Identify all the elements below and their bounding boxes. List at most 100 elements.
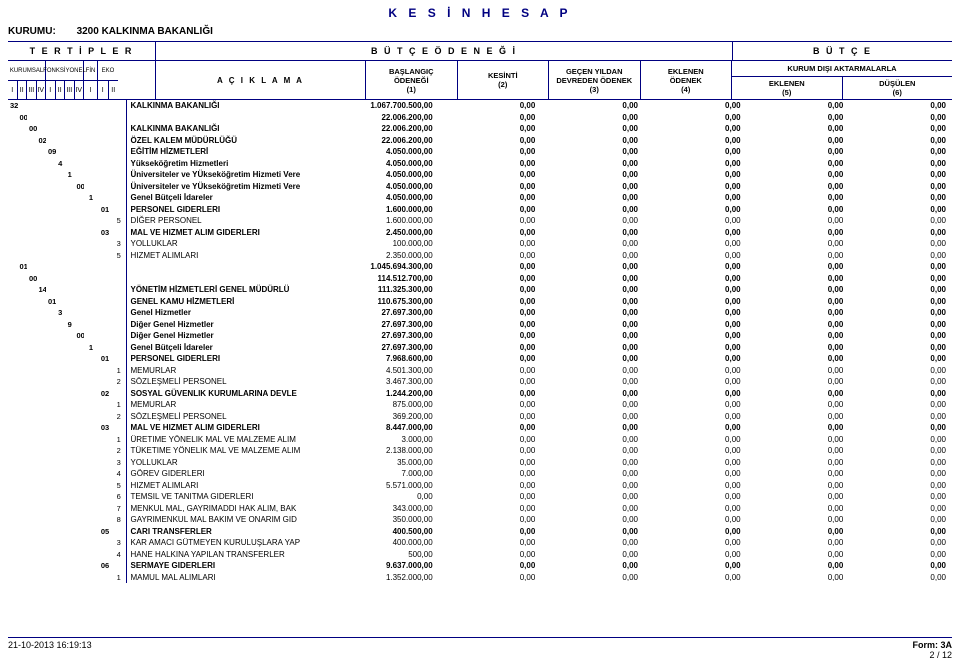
value-cell: 0,00 <box>439 365 542 377</box>
code-cell <box>75 284 85 296</box>
code-cell <box>37 549 47 561</box>
desc-cell: SÖZLEŞMELİ PERSONEL <box>126 376 336 388</box>
code-cell <box>56 365 66 377</box>
code-cell <box>56 238 66 250</box>
table-row: 03MAL VE HIZMET ALIM GIDERLERI2.450.000,… <box>8 227 952 239</box>
code-cell <box>65 353 75 365</box>
value-cell: 1.600.000,00 <box>336 204 439 216</box>
value-cell: 0,00 <box>541 146 644 158</box>
code-cell <box>56 135 66 147</box>
value-cell: 0,00 <box>849 560 952 572</box>
header-top: T E R T İ P L E R B Ü T Ç E Ö D E N E Ğ … <box>8 42 952 61</box>
code-cell <box>98 491 112 503</box>
code-cell <box>65 296 75 308</box>
code-cell <box>56 250 66 262</box>
footer-page: 2 / 12 <box>929 650 952 660</box>
code-cell <box>75 158 85 170</box>
code-cell <box>112 296 126 308</box>
code-cell <box>37 376 47 388</box>
value-cell: 0,00 <box>747 146 850 158</box>
value-cell: 0,00 <box>747 319 850 331</box>
code-cell <box>8 422 18 434</box>
value-cell: 0,00 <box>747 365 850 377</box>
table-row: 5DİĞER PERSONEL1.600.000,000,000,000,000… <box>8 215 952 227</box>
code-cell <box>27 572 37 584</box>
code-cell: 4 <box>112 549 126 561</box>
value-cell: 0,00 <box>747 468 850 480</box>
code-cell <box>98 480 112 492</box>
code-cell <box>56 376 66 388</box>
col-eklenen-l2: ÖDENEK <box>670 76 702 85</box>
code-cell: 00 <box>75 330 85 342</box>
value-cell: 0,00 <box>644 537 747 549</box>
code-cell <box>46 353 56 365</box>
code-cell <box>98 307 112 319</box>
code-cell: 1 <box>84 342 98 354</box>
code-cell <box>37 238 47 250</box>
code-cell <box>98 537 112 549</box>
value-cell: 1.045.694.300,00 <box>336 261 439 273</box>
code-cell <box>27 296 37 308</box>
code-cell <box>65 549 75 561</box>
value-cell: 0,00 <box>747 227 850 239</box>
value-cell: 0,00 <box>541 238 644 250</box>
code-cell <box>98 273 112 285</box>
value-cell: 1.244.200,00 <box>336 388 439 400</box>
code-cell <box>37 215 47 227</box>
code-cell <box>8 399 18 411</box>
code-cell <box>37 399 47 411</box>
kurumsal-i: I <box>8 81 18 99</box>
value-cell: 0,00 <box>439 411 542 423</box>
code-cell <box>98 549 112 561</box>
code-cell <box>98 261 112 273</box>
value-cell: 0,00 <box>849 434 952 446</box>
value-cell: 4.050.000,00 <box>336 158 439 170</box>
table-row: 2SÖZLEŞMELİ PERSONEL369.200,000,000,000,… <box>8 411 952 423</box>
code-cell <box>27 135 37 147</box>
desc-cell: HIZMET ALIMLARI <box>126 250 336 262</box>
code-cell <box>27 503 37 515</box>
code-cell <box>84 135 98 147</box>
value-cell: 0,00 <box>439 261 542 273</box>
value-cell: 0,00 <box>747 112 850 124</box>
value-cell: 0,00 <box>747 445 850 457</box>
code-cell <box>37 526 47 538</box>
value-cell: 8.447.000,00 <box>336 422 439 434</box>
code-cell <box>8 537 18 549</box>
code-cell <box>112 204 126 216</box>
code-cell <box>8 560 18 572</box>
value-cell: 0,00 <box>644 250 747 262</box>
value-cell: 100.000,00 <box>336 238 439 250</box>
value-cell: 0,00 <box>849 365 952 377</box>
code-cell <box>84 330 98 342</box>
code-cell <box>27 261 37 273</box>
desc-cell: Genel Bütçeli İdareler <box>126 192 336 204</box>
code-cell <box>18 123 28 135</box>
col-dusulen-6-n: (6) <box>893 88 902 97</box>
value-cell: 0,00 <box>644 296 747 308</box>
value-cell: 4.050.000,00 <box>336 192 439 204</box>
code-cell <box>84 146 98 158</box>
code-cell <box>84 365 98 377</box>
desc-cell: MEMURLAR <box>126 365 336 377</box>
value-cell: 369.200,00 <box>336 411 439 423</box>
value-cell: 0,00 <box>644 365 747 377</box>
code-cell <box>84 250 98 262</box>
code-cell <box>75 445 85 457</box>
value-cell: 0,00 <box>747 353 850 365</box>
value-cell: 1.067.700.500,00 <box>336 100 439 112</box>
code-cell <box>65 376 75 388</box>
code-cell <box>46 100 56 112</box>
value-cell: 0,00 <box>644 411 747 423</box>
code-cell <box>37 261 47 273</box>
table-row: 5HIZMET ALIMLARI5.571.000,000,000,000,00… <box>8 480 952 492</box>
desc-cell: SOSYAL GÜVENLIK KURUMLARINA DEVLE <box>126 388 336 400</box>
value-cell: 0,00 <box>747 273 850 285</box>
code-cell <box>18 514 28 526</box>
code-cell <box>18 215 28 227</box>
code-cell <box>112 560 126 572</box>
fonk-ii: II <box>56 81 66 99</box>
table-row: 14YÖNETİM HİZMETLERİ GENEL MÜDÜRLÜ111.32… <box>8 284 952 296</box>
value-cell: 0,00 <box>644 123 747 135</box>
table-row: 00KALKINMA BAKANLIĞI22.006.200,000,000,0… <box>8 123 952 135</box>
